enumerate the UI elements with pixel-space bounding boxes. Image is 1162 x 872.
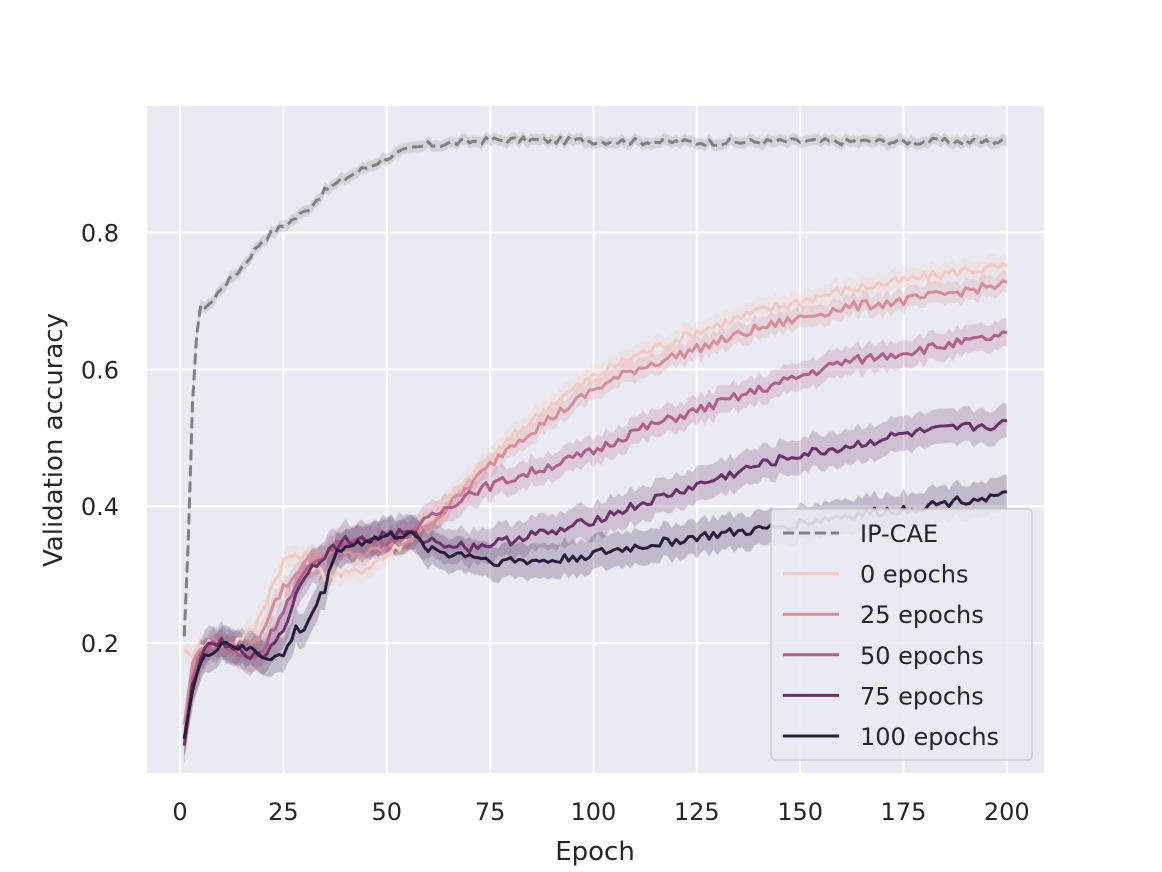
x-tick-label: 150 xyxy=(777,798,823,826)
legend-label: IP-CAE xyxy=(860,520,938,548)
legend-label: 50 epochs xyxy=(860,642,984,670)
confidence-band xyxy=(183,130,1008,642)
x-tick-label: 125 xyxy=(674,798,720,826)
x-axis-label: Epoch xyxy=(555,837,635,867)
legend-label: 75 epochs xyxy=(860,682,984,710)
y-tick-label: 0.2 xyxy=(81,630,119,658)
y-axis-label: Validation accuracy xyxy=(39,313,69,567)
y-tick-label: 0.6 xyxy=(81,356,119,384)
y-tick-label: 0.4 xyxy=(81,493,119,521)
x-tick-label: 175 xyxy=(881,798,927,826)
x-tick-labels: 0 25 50 75 100 125 150 175 200 xyxy=(172,798,1029,826)
y-tick-labels: 0.2 0.4 0.6 0.8 xyxy=(81,220,119,658)
confidence-band xyxy=(183,402,1008,763)
x-tick-label: 75 xyxy=(475,798,506,826)
series-line xyxy=(182,135,1008,637)
legend-label: 0 epochs xyxy=(860,561,969,589)
x-tick-label: 200 xyxy=(984,798,1030,826)
x-tick-label: 50 xyxy=(371,798,402,826)
legend-box xyxy=(770,508,1033,761)
series-line xyxy=(182,279,1008,726)
x-tick-label: 100 xyxy=(571,798,617,826)
x-tick-label: 25 xyxy=(268,798,299,826)
legend-label: 100 epochs xyxy=(860,723,999,751)
series-lines xyxy=(182,135,1008,746)
series-line xyxy=(183,262,1008,659)
y-tick-label: 0.8 xyxy=(81,220,119,248)
legend: IP-CAE 0 epochs 25 epochs 50 epochs 75 epoch… xyxy=(770,508,1033,761)
confidence-band xyxy=(183,252,1008,668)
legend-label: 25 epochs xyxy=(860,601,984,629)
x-tick-label: 0 xyxy=(172,798,187,826)
series-line xyxy=(182,418,1007,746)
